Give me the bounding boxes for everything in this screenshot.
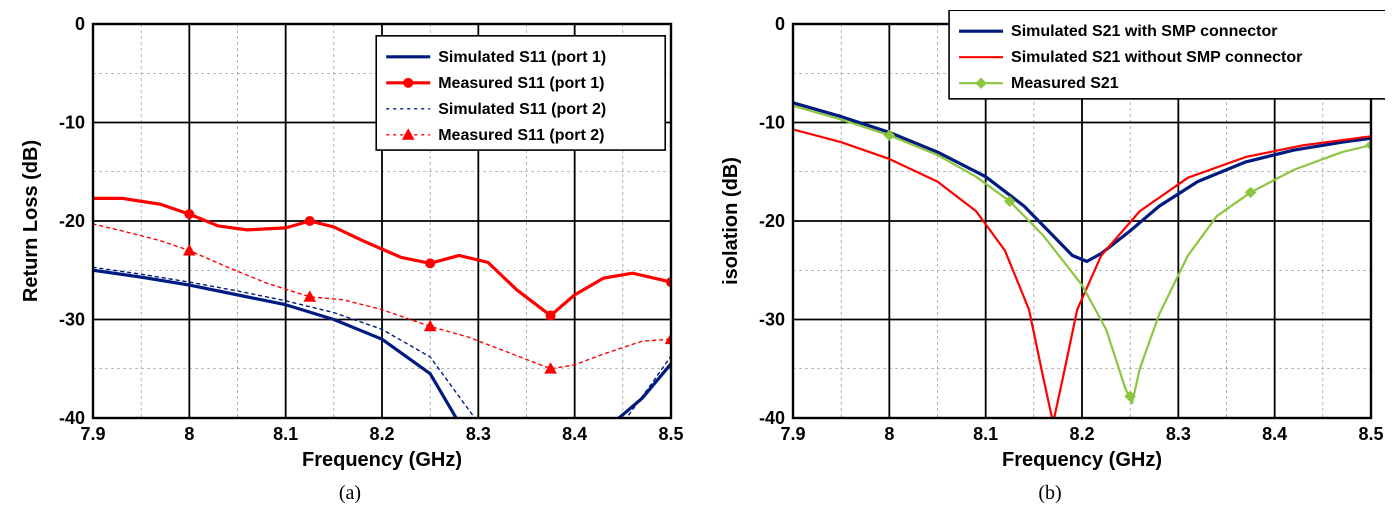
svg-text:Simulated S21 with SMP connec: Simulated S21 with SMP connector bbox=[1011, 23, 1277, 40]
svg-text:8.2: 8.2 bbox=[1069, 424, 1094, 444]
svg-text:Simulated S11 (port 2): Simulated S11 (port 2) bbox=[438, 101, 606, 118]
svg-text:8.2: 8.2 bbox=[369, 424, 394, 444]
svg-text:8: 8 bbox=[184, 424, 194, 444]
svg-text:8.1: 8.1 bbox=[973, 424, 998, 444]
svg-text:0: 0 bbox=[75, 14, 85, 34]
svg-text:-40: -40 bbox=[759, 408, 785, 428]
svg-text:-10: -10 bbox=[759, 113, 785, 133]
svg-text:-30: -30 bbox=[59, 310, 85, 330]
figure-row: 7.988.18.28.38.48.5-40-30-20-100Frequenc… bbox=[10, 10, 1390, 505]
svg-text:8.3: 8.3 bbox=[1166, 424, 1191, 444]
svg-text:-20: -20 bbox=[59, 211, 85, 231]
svg-text:Simulated S11 (port 1): Simulated S11 (port 1) bbox=[438, 49, 606, 66]
svg-text:-30: -30 bbox=[759, 310, 785, 330]
svg-text:Measured S11 (port 2): Measured S11 (port 2) bbox=[438, 127, 604, 144]
svg-text:-10: -10 bbox=[59, 113, 85, 133]
svg-text:8.5: 8.5 bbox=[658, 424, 683, 444]
svg-text:Frequency (GHz): Frequency (GHz) bbox=[1002, 449, 1162, 471]
svg-text:8.4: 8.4 bbox=[562, 424, 587, 444]
svg-text:-20: -20 bbox=[759, 211, 785, 231]
svg-text:Simulated S21 without SMP con: Simulated S21 without SMP connector bbox=[1011, 49, 1302, 66]
svg-text:Frequency (GHz): Frequency (GHz) bbox=[302, 449, 462, 471]
svg-text:8: 8 bbox=[884, 424, 894, 444]
chart-a: 7.988.18.28.38.48.5-40-30-20-100Frequenc… bbox=[15, 10, 685, 480]
svg-text:Measured S11 (port 1): Measured S11 (port 1) bbox=[438, 75, 604, 92]
chart-b: 7.988.18.28.38.48.5-40-30-20-100Frequenc… bbox=[715, 10, 1385, 480]
svg-text:Measured S21: Measured S21 bbox=[1011, 75, 1119, 92]
svg-text:8.3: 8.3 bbox=[466, 424, 491, 444]
svg-text:Return Loss (dB): Return Loss (dB) bbox=[20, 140, 42, 302]
panel-b: 7.988.18.28.38.48.5-40-30-20-100Frequenc… bbox=[715, 10, 1385, 505]
caption-b: (b) bbox=[1038, 482, 1061, 505]
svg-text:0: 0 bbox=[775, 14, 785, 34]
panel-a: 7.988.18.28.38.48.5-40-30-20-100Frequenc… bbox=[15, 10, 685, 505]
svg-text:isolation (dB): isolation (dB) bbox=[720, 157, 742, 285]
svg-text:8.4: 8.4 bbox=[1262, 424, 1287, 444]
svg-text:8.1: 8.1 bbox=[273, 424, 298, 444]
caption-a: (a) bbox=[339, 482, 361, 505]
svg-text:8.5: 8.5 bbox=[1358, 424, 1383, 444]
svg-text:-40: -40 bbox=[59, 408, 85, 428]
